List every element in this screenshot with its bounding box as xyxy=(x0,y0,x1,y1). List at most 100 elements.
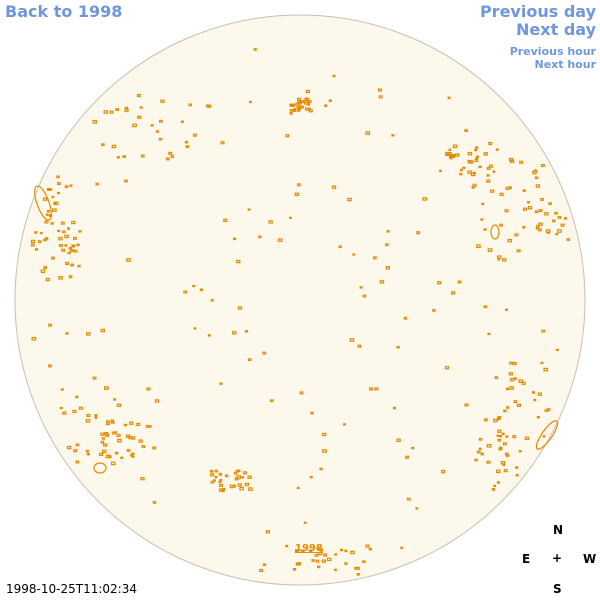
contour-mark xyxy=(344,549,348,553)
contour-mark xyxy=(159,119,163,123)
contour-mark xyxy=(554,211,558,215)
contour-mark xyxy=(243,471,248,475)
contour-mark xyxy=(124,179,128,183)
contour-mark xyxy=(540,164,545,168)
contour-mark xyxy=(285,544,289,548)
contour-mark xyxy=(292,109,297,112)
contour-mark xyxy=(94,414,98,417)
contour-mark xyxy=(170,155,174,158)
contour-mark xyxy=(224,474,229,478)
contour-mark xyxy=(60,388,64,391)
contour-mark xyxy=(42,197,48,201)
contour-mark xyxy=(130,453,134,457)
contour-mark xyxy=(501,432,505,436)
contour-mark xyxy=(199,288,203,292)
contour-mark xyxy=(537,392,543,396)
contour-mark xyxy=(496,481,500,484)
contour-mark xyxy=(385,266,391,270)
contour-mark xyxy=(146,387,151,391)
next-hour-link[interactable]: Next hour xyxy=(534,58,597,71)
contour-mark xyxy=(343,423,346,426)
contour-mark xyxy=(538,228,542,232)
contour-mark xyxy=(475,146,479,149)
contour-mark xyxy=(122,155,126,159)
contour-mark xyxy=(470,172,476,177)
contour-mark xyxy=(444,366,450,370)
contour-mark xyxy=(488,142,493,146)
contour-mark xyxy=(322,449,327,453)
contour-mark xyxy=(62,230,66,234)
contour-mark xyxy=(291,103,296,107)
contour-mark xyxy=(492,170,496,173)
contour-mark xyxy=(510,377,515,382)
contour-mark xyxy=(484,418,488,422)
contour-mark xyxy=(294,192,300,196)
contour-mark xyxy=(508,372,513,376)
contour-mark xyxy=(392,406,396,410)
contour-mark xyxy=(557,215,562,219)
contour-mark xyxy=(86,413,91,418)
contour-mark xyxy=(334,568,337,572)
contour-mark xyxy=(493,484,496,487)
contour-mark xyxy=(319,467,323,471)
contour-mark xyxy=(308,100,312,103)
contour-mark xyxy=(114,451,119,455)
contour-mark xyxy=(311,559,315,562)
contour-mark xyxy=(75,395,79,399)
contour-mark xyxy=(497,416,502,420)
contour-mark xyxy=(532,170,537,175)
contour-mark xyxy=(101,437,105,440)
contour-mark xyxy=(120,456,124,460)
contour-mark xyxy=(533,398,537,402)
contour-mark xyxy=(422,197,428,201)
contour-mark xyxy=(43,238,47,242)
contour-mark xyxy=(516,249,521,253)
contour-mark xyxy=(152,446,157,450)
contour-mark xyxy=(110,461,116,466)
previous-hour-link[interactable]: Previous hour xyxy=(509,45,596,58)
contour-mark xyxy=(70,249,74,253)
previous-day-link[interactable]: Previous day xyxy=(479,2,596,21)
contour-mark xyxy=(221,487,226,491)
contour-mark xyxy=(75,460,80,464)
contour-mark xyxy=(136,422,141,426)
contour-mark xyxy=(356,566,360,570)
contour-mark xyxy=(516,403,522,407)
contour-mark xyxy=(300,105,305,109)
contour-mark xyxy=(459,172,463,176)
contour-mark xyxy=(503,409,507,413)
back-to-year-link[interactable]: Back to 1998 xyxy=(5,2,123,21)
contour-mark xyxy=(71,220,76,225)
contour-mark xyxy=(233,237,237,241)
contour-mark xyxy=(560,223,565,227)
contour-mark xyxy=(478,437,483,441)
contour-mark xyxy=(365,544,370,548)
contour-mark xyxy=(509,386,514,390)
contour-mark xyxy=(379,280,385,284)
contour-mark xyxy=(44,220,49,224)
contour-mark xyxy=(467,170,472,174)
contour-mark xyxy=(347,197,352,202)
contour-mark xyxy=(220,141,225,145)
year-link[interactable]: 1998 xyxy=(295,543,323,554)
contour-mark xyxy=(462,166,466,169)
contour-mark xyxy=(125,434,131,438)
contour-mark xyxy=(540,198,544,201)
contour-mark xyxy=(295,562,300,566)
contour-mark xyxy=(506,387,510,391)
contour-mark xyxy=(94,416,98,419)
contour-mark xyxy=(210,473,215,477)
contour-mark xyxy=(160,99,165,103)
contour-mark xyxy=(305,89,310,94)
contour-mark xyxy=(496,469,501,474)
contour-mark xyxy=(100,432,105,436)
contour-mark xyxy=(247,475,252,480)
contour-mark xyxy=(344,562,348,565)
contour-mark xyxy=(499,192,504,197)
contour-mark xyxy=(448,148,452,152)
contour-mark xyxy=(278,238,283,242)
contour-mark xyxy=(56,191,60,195)
next-day-link[interactable]: Next day xyxy=(516,20,596,39)
contour-mark xyxy=(474,458,478,462)
contour-mark xyxy=(524,436,530,441)
